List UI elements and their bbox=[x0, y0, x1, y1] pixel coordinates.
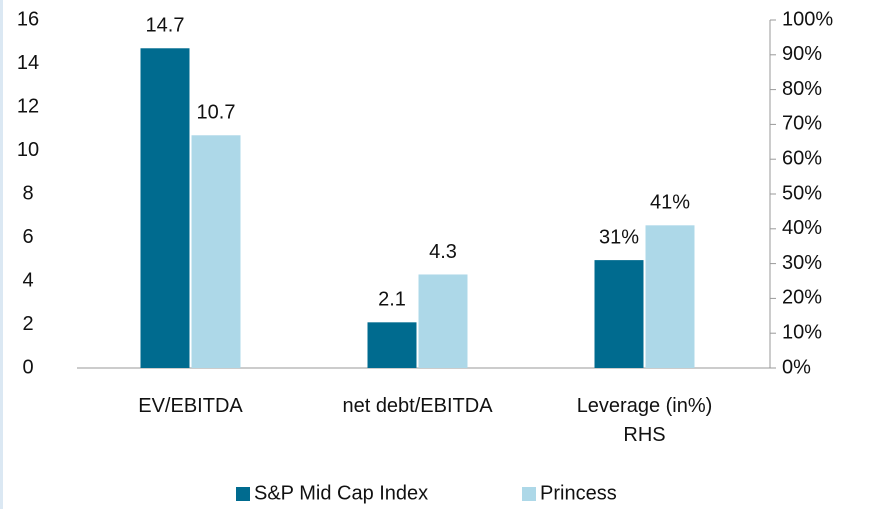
bar bbox=[594, 260, 644, 368]
y2-tick-label: 20% bbox=[782, 287, 822, 309]
y2-tick-label: 0% bbox=[782, 356, 811, 378]
y2-tick-label: 40% bbox=[782, 217, 822, 239]
bar bbox=[140, 48, 190, 369]
data-label: 4.3 bbox=[429, 241, 457, 263]
y-tick-label: 6 bbox=[22, 226, 33, 248]
y2-tick-label: 100% bbox=[782, 8, 833, 30]
legend-swatch bbox=[522, 487, 536, 501]
legend-label: Princess bbox=[540, 482, 617, 504]
data-label: 10.7 bbox=[197, 102, 236, 124]
x-tick-label: EV/EBITDA bbox=[138, 395, 243, 417]
bar bbox=[367, 322, 417, 368]
y-tick-label: 8 bbox=[22, 182, 33, 204]
legend-swatch bbox=[236, 487, 250, 501]
data-label: 14.7 bbox=[146, 15, 185, 37]
data-label: 41% bbox=[650, 192, 690, 214]
y2-tick-label: 50% bbox=[782, 182, 822, 204]
y2-tick-label: 30% bbox=[782, 252, 822, 274]
y2-tick-label: 10% bbox=[782, 321, 822, 343]
y-tick-label: 16 bbox=[17, 8, 39, 30]
y-tick-label: 12 bbox=[17, 95, 39, 117]
y-tick-label: 4 bbox=[22, 269, 33, 291]
bar bbox=[418, 274, 468, 368]
data-label: 2.1 bbox=[378, 289, 406, 311]
y-tick-label: 10 bbox=[17, 139, 39, 161]
y2-tick-label: 70% bbox=[782, 113, 822, 135]
y2-tick-label: 90% bbox=[782, 43, 822, 65]
x-tick-label: net debt/EBITDA bbox=[342, 395, 493, 417]
bar bbox=[645, 225, 695, 368]
bar bbox=[191, 135, 241, 368]
y2-tick-label: 80% bbox=[782, 78, 822, 100]
y2-tick-label: 60% bbox=[782, 147, 822, 169]
x-tick-label: Leverage (in%) RHS bbox=[577, 395, 713, 446]
y-tick-label: 2 bbox=[22, 313, 33, 335]
legend-label: S&P Mid Cap Index bbox=[254, 482, 428, 504]
data-label: 31% bbox=[599, 226, 639, 248]
y-tick-label: 0 bbox=[22, 356, 33, 378]
page-edge bbox=[0, 0, 3, 509]
y-tick-label: 14 bbox=[17, 52, 39, 74]
